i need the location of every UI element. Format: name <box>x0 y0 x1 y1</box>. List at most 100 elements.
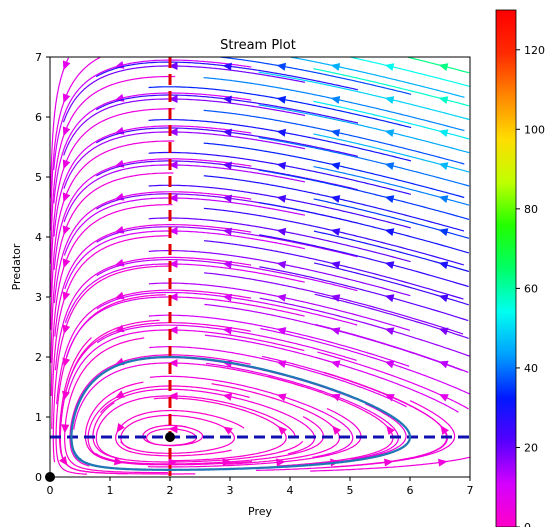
colorbar-tick-label: 0 <box>524 521 531 527</box>
streamline-arrow <box>330 129 341 137</box>
streamline-arrow <box>384 195 395 203</box>
streamline-arrow <box>223 426 233 435</box>
streamline-arrow <box>276 227 287 236</box>
streamline-arrow <box>438 261 449 270</box>
streamline-arrow <box>330 360 341 369</box>
streamline-arrow <box>384 394 395 402</box>
streamline-arrow <box>384 162 395 170</box>
streamline-arrow <box>222 194 232 203</box>
x-axis-label: Prey <box>248 505 272 518</box>
streamline-arrow <box>438 360 449 369</box>
colorbar-tick-label: 20 <box>524 441 538 454</box>
colorbar-tick-label: 80 <box>524 203 538 216</box>
streamline-arrow <box>62 60 71 71</box>
streamline <box>259 266 469 322</box>
streamline-arrow <box>168 359 178 368</box>
streamline-arrow <box>62 192 71 203</box>
streamline <box>258 169 470 220</box>
streamline-arrow <box>276 393 287 402</box>
y-tick-label: 3 <box>35 291 42 304</box>
streamline-arrow <box>330 195 341 203</box>
streamline-arrow <box>386 425 395 435</box>
x-tick-label: 4 <box>287 484 294 497</box>
streamline-arrow <box>222 293 232 302</box>
streamline-arrow <box>62 258 71 269</box>
colorbar-tick-label: 120 <box>524 44 545 57</box>
y-tick-label: 4 <box>35 231 42 244</box>
streamline <box>258 71 470 121</box>
nullclines <box>50 57 470 477</box>
streamline-arrow <box>276 194 287 203</box>
streamline-arrow <box>168 260 178 268</box>
streamline-arrow <box>168 95 178 103</box>
colorbar-tick-label: 60 <box>524 282 538 295</box>
streamline-arrow <box>222 227 232 236</box>
y-axis-label: Predator <box>10 243 23 290</box>
streamline-arrow <box>384 228 395 236</box>
trajectory-orbit <box>70 355 412 471</box>
streamline-arrow <box>438 195 449 203</box>
plot-frame <box>49 56 471 478</box>
streamline <box>50 56 101 231</box>
colorbar-ticks: 0 20 40 60 80 100 120 <box>516 44 545 527</box>
streamline-arrow <box>384 294 395 303</box>
streamline-arrow <box>384 458 394 467</box>
streamline-arrow <box>438 458 448 467</box>
equilibrium-point <box>165 431 175 442</box>
streamline-arrow <box>276 260 287 269</box>
y-tick-label: 6 <box>35 111 42 124</box>
streamline-arrow <box>384 360 395 369</box>
streamline-arrow <box>438 228 449 237</box>
streamline <box>350 56 470 87</box>
x-tick-label: 2 <box>167 484 174 497</box>
streamline-arrow <box>222 161 232 170</box>
streamline-arrow <box>168 227 178 235</box>
streamline-arrow <box>276 294 287 302</box>
streamline-arrow <box>440 425 449 435</box>
streamline-arrow <box>277 425 287 435</box>
streamline-arrow <box>62 324 71 335</box>
streamline-arrow <box>168 293 178 301</box>
streamline-arrow <box>276 95 287 104</box>
colorbar-tick-label: 100 <box>524 123 545 136</box>
streamline-arrow <box>438 327 449 336</box>
x-tick-label: 6 <box>407 484 414 497</box>
streamline-arrow <box>384 96 395 104</box>
streamline-arrow <box>438 294 449 303</box>
streamline-arrow <box>168 62 178 70</box>
streamline-arrow <box>276 62 287 71</box>
streamline <box>258 202 470 254</box>
streamline-arrow <box>222 393 233 401</box>
streamline-arrow <box>168 326 178 335</box>
y-tick-label: 7 <box>35 51 42 64</box>
streamline-arrow <box>276 161 287 170</box>
streamline <box>258 104 470 154</box>
streamline-arrow <box>168 128 178 136</box>
streamline-arrow <box>222 95 232 104</box>
streamline-arrow <box>62 291 71 302</box>
streamline-arrow <box>438 394 449 402</box>
streamline-arrow <box>384 129 395 137</box>
x-axis-ticks: 0 1 2 3 4 5 6 7 <box>47 477 474 497</box>
colorbar-gradient <box>495 9 517 527</box>
streamline-arrow <box>330 228 341 236</box>
colorbar: 0 20 40 60 80 100 120 <box>495 9 545 527</box>
streamline-arrow <box>384 261 395 269</box>
streamline-arrow <box>276 128 287 137</box>
streamline <box>259 297 470 357</box>
streamline-arrow <box>330 63 341 71</box>
y-tick-label: 2 <box>35 351 42 364</box>
streamline-arrow <box>168 194 178 202</box>
streamline-arrow <box>222 326 232 335</box>
streamline-arrow <box>438 63 449 71</box>
colorbar-tick-label: 40 <box>524 362 538 375</box>
streamline-arrow <box>62 357 71 368</box>
x-tick-label: 0 <box>47 484 54 497</box>
streamline-arrow <box>62 126 71 137</box>
streamline-arrow <box>384 63 395 71</box>
x-tick-label: 3 <box>227 484 234 497</box>
streamline-arrow <box>332 425 341 435</box>
streamline-arrow <box>438 129 449 137</box>
y-tick-label: 0 <box>35 471 42 484</box>
